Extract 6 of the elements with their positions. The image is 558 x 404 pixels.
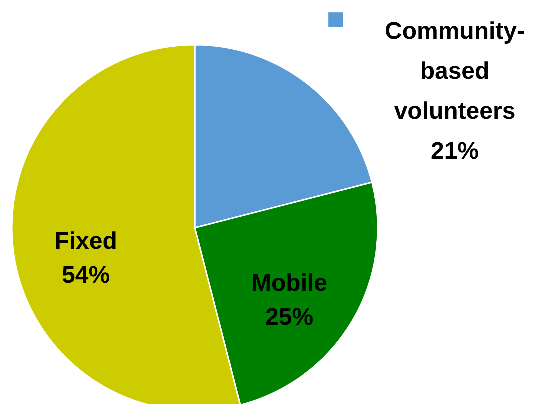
data-label: 54% [62,262,110,289]
legend-label: Community-based volunteers [385,18,525,125]
slice-label: Mobile [252,270,328,297]
data-label: 21% [430,138,480,165]
data-label: 25% [265,304,314,331]
slice-label: Fixed [54,228,118,255]
